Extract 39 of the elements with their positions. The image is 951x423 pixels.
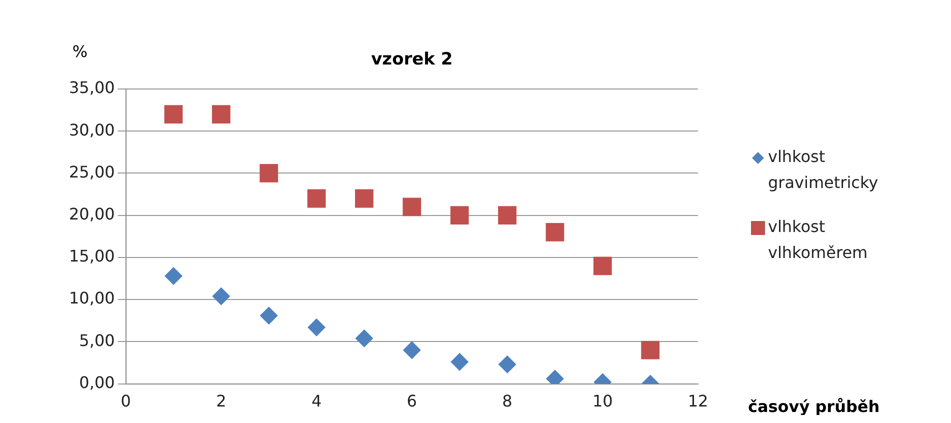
point — [498, 355, 516, 374]
chart-title: vzorek 2 — [371, 49, 453, 70]
x-tick-label: 0 — [120, 392, 131, 411]
point — [164, 105, 183, 124]
y-axis-title: % — [72, 42, 88, 62]
point — [307, 189, 326, 208]
point — [641, 340, 660, 360]
point — [498, 206, 516, 225]
y-tick-label: 25,00 — [68, 162, 115, 182]
point — [546, 222, 564, 242]
y-tick-label: 10,00 — [68, 288, 115, 308]
y-tick-label: 15,00 — [68, 246, 115, 266]
y-tick-label: 35,00 — [68, 78, 115, 98]
y-tick-label: 30,00 — [68, 120, 115, 140]
x-tick-label: 12 — [688, 392, 708, 411]
point — [260, 164, 278, 182]
y-tick-label: 0,00 — [79, 372, 115, 392]
y-tick-label: 20,00 — [68, 204, 115, 224]
point — [164, 266, 182, 285]
x-axis-title: časový průběh — [748, 396, 880, 416]
point — [355, 189, 374, 208]
x-tick-label: 6 — [406, 392, 417, 411]
point — [212, 105, 230, 124]
point — [212, 287, 230, 306]
point — [593, 256, 612, 276]
point — [450, 352, 469, 371]
x-tick-label: 2 — [216, 392, 226, 411]
x-tick-label: 8 — [502, 392, 512, 411]
point — [260, 306, 278, 325]
point — [450, 206, 469, 225]
x-tick-label: 10 — [592, 392, 613, 411]
point — [308, 318, 326, 336]
point — [402, 198, 422, 216]
point — [355, 329, 374, 348]
y-tick-label: 5,00 — [79, 330, 115, 350]
point — [402, 341, 421, 360]
x-tick-label: 4 — [311, 392, 322, 411]
legend-label: vlhkost vlhkoměrem — [768, 217, 868, 262]
legend-label: vlhkost gravimetricky — [768, 147, 878, 192]
